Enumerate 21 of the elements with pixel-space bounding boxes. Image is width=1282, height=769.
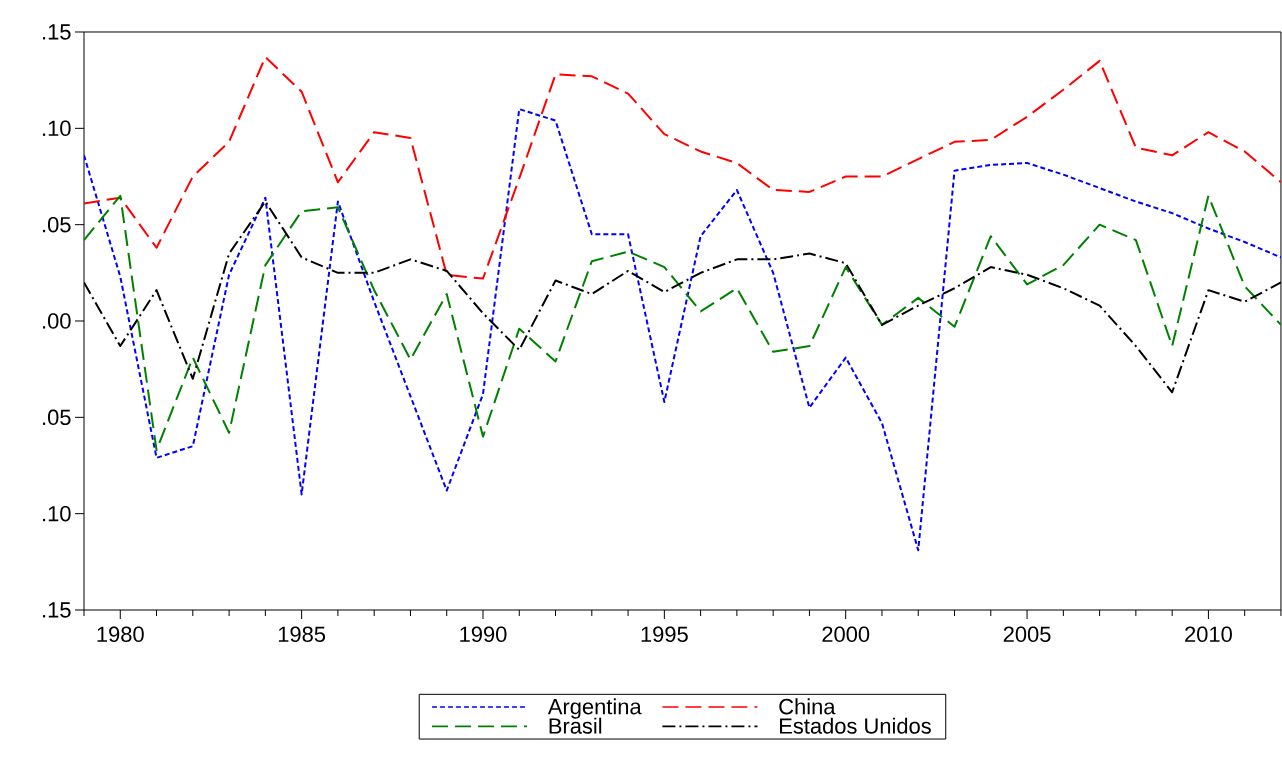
y-tick-label: .15	[43, 602, 71, 618]
line-series	[84, 108, 1281, 552]
x-tick-label: 1985	[278, 626, 326, 643]
legend-label: Argentina	[547, 698, 642, 719]
x-tick-label: 1990	[460, 626, 507, 643]
x-tick-label: 1995	[641, 626, 688, 643]
x-tick-label: 2010	[1185, 626, 1232, 643]
line-series	[84, 194, 1281, 452]
line-series	[84, 56, 1281, 280]
x-tick-label: 1980	[97, 626, 144, 643]
legend-label: Brasil	[549, 717, 602, 734]
y-tick-label: .10	[43, 505, 71, 522]
x-tick-label: 2005	[1003, 626, 1051, 643]
y-tick-label: .10	[43, 120, 71, 137]
y-tick-label: .05	[43, 409, 71, 426]
legend-label: China	[779, 698, 836, 715]
y-tick-label: .15	[43, 24, 71, 40]
y-tick-label: .05	[43, 216, 71, 233]
legend-label: Estados Unidos	[780, 717, 931, 734]
y-tick-label: .00	[43, 313, 71, 329]
x-tick-label: 2000	[822, 626, 870, 643]
